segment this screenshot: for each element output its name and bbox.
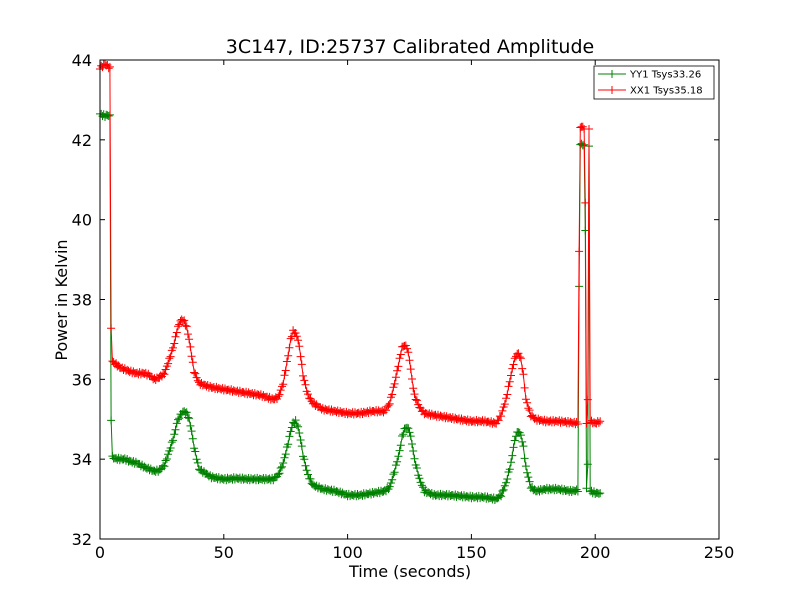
- y-tick-label: 44: [72, 51, 92, 70]
- x-tick-label: 250: [704, 543, 735, 562]
- legend: YY1 Tsys33.26 XX1 Tsys35.18: [593, 65, 715, 100]
- x-tick-label: 0: [95, 543, 105, 562]
- legend-box: [593, 65, 715, 100]
- x-tick-label: 50: [214, 543, 234, 562]
- x-axis-title: Time (seconds): [348, 562, 471, 581]
- x-tick-label: 200: [580, 543, 611, 562]
- legend-marker-xx1: [608, 86, 616, 94]
- legend-marker-yy1: [608, 70, 616, 78]
- x-tick-label: 150: [456, 543, 487, 562]
- y-tick-label: 38: [72, 291, 92, 310]
- y-tick-label: 40: [72, 211, 92, 230]
- y-tick-label: 36: [72, 370, 92, 389]
- y-tick-label: 42: [72, 131, 92, 150]
- y-axis-title: Power in Kelvin: [52, 239, 71, 360]
- y-tick-label: 34: [72, 450, 92, 469]
- legend-label-yy1: YY1 Tsys33.26: [629, 70, 701, 81]
- series-layer: [96, 60, 605, 504]
- chart-title: 3C147, ID:25737 Calibrated Amplitude: [226, 36, 594, 58]
- ticks-layer: 0 50 100 150 200 250 32 34 36 38 40 42 44: [72, 51, 735, 562]
- y-tick-label: 32: [72, 530, 92, 549]
- legend-label-xx1: XX1 Tsys35.18: [630, 86, 703, 97]
- x-tick-label: 100: [332, 543, 363, 562]
